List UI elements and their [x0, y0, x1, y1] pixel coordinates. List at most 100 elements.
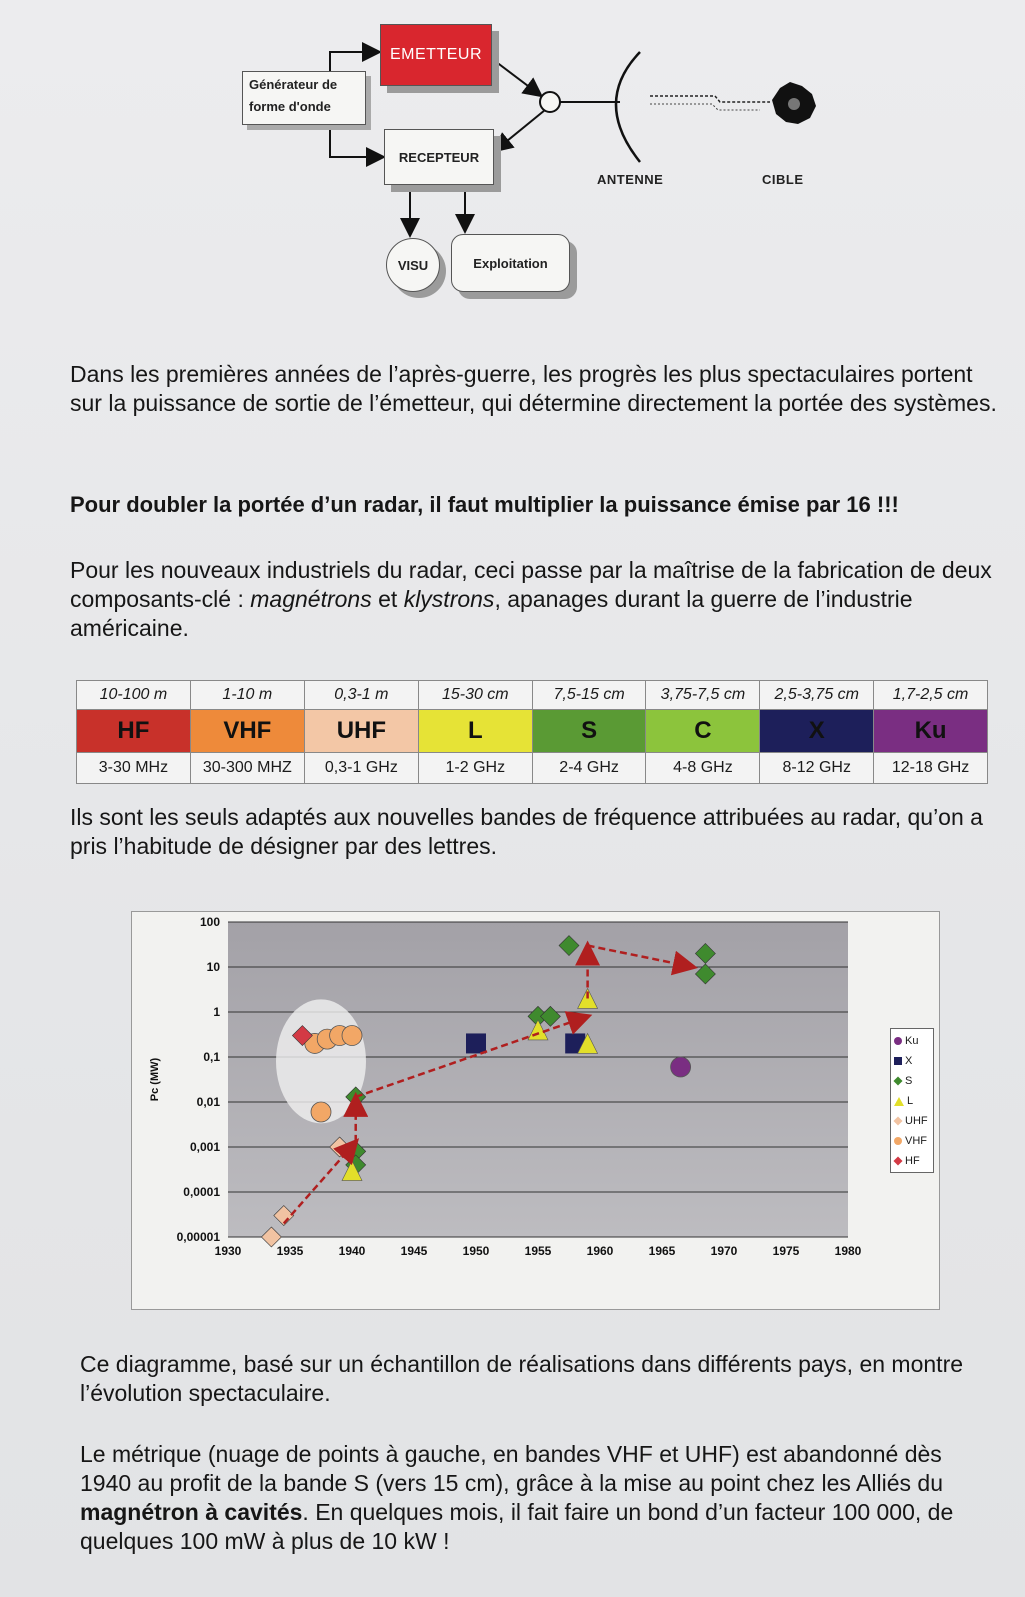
band-wavelength-cell: 7,5-15 cm: [531, 680, 647, 710]
y-tick-label: 1: [213, 1005, 220, 1019]
wave-line: [650, 95, 770, 103]
legend-swatch: [893, 1156, 903, 1166]
x-tick-label: 1940: [339, 1244, 366, 1258]
metric-text-a: Le métrique (nuage de points à gauche, e…: [80, 1441, 943, 1496]
exploitation-box: Exploitation: [451, 234, 570, 292]
x-tick-label: 1935: [277, 1244, 304, 1258]
band-wavelength-cell: 1-10 m: [189, 680, 305, 710]
visu-label: VISU: [397, 257, 429, 273]
visu-box: VISU: [386, 238, 440, 292]
recepteur-box: RECEPTEUR: [384, 129, 494, 185]
frequency-band-table: 10-100 m 1-10 m 0,3-1 m 15-30 cm 7,5-15 cm 3,…: [76, 680, 988, 784]
band-frequency-cell: 1-2 GHz: [417, 752, 533, 784]
legend-swatch: [894, 1037, 902, 1045]
legend-label: L: [907, 1095, 914, 1107]
magnetrons-word: magnétrons: [250, 586, 372, 612]
emetteur-box: EMETTEUR: [380, 24, 492, 86]
connector-emetteur-duplexer: [490, 57, 544, 98]
y-tick-label: 10: [207, 960, 221, 974]
x-tick-label: 1975: [773, 1244, 800, 1258]
legend-item: X: [894, 1051, 930, 1071]
legend-label: VHF: [905, 1135, 927, 1147]
band-letter-cell: S: [531, 709, 647, 753]
x-tick-label: 1960: [587, 1244, 614, 1258]
band-wavelength-cell: 15-30 cm: [417, 680, 533, 710]
point-s: [539, 1005, 561, 1027]
y-tick-label: 0,01: [197, 1095, 221, 1109]
band-letter-cell: X: [759, 709, 875, 753]
x-tick-label: 1945: [401, 1244, 428, 1258]
exploitation-label: Exploitation: [473, 255, 548, 271]
paragraph-diagram: Ce diagramme, basé sur un échantillon de…: [80, 1351, 964, 1406]
legend-swatch: [893, 1076, 903, 1086]
block-diagram-connectors: [329, 42, 816, 238]
band-letter-cell: C: [645, 709, 761, 753]
legend-item: S: [893, 1071, 930, 1091]
y-axis-label: Pc (MW): [149, 1057, 161, 1101]
legend-item: VHF: [894, 1131, 930, 1151]
generateur-label-line2: forme d'onde: [249, 99, 331, 114]
legend-item: Ku: [894, 1031, 930, 1051]
legend-label: X: [905, 1055, 913, 1067]
band-letter-cell: UHF: [303, 709, 419, 753]
band-wavelength-cell: 2,5-3,75 cm: [759, 680, 875, 710]
components-text-a: Pour les nouveaux industriels du radar, …: [70, 557, 992, 612]
band-row-letter: HF VHF UHF L S C X Ku: [76, 709, 988, 753]
trend-arrow: [282, 1138, 360, 1225]
legend-item: HF: [893, 1151, 930, 1171]
legend-label: Ku: [905, 1035, 919, 1047]
y-tick-label: 0,00001: [177, 1230, 221, 1244]
legend-swatch: [894, 1057, 902, 1065]
legend-label: S: [905, 1075, 913, 1087]
recepteur-label: RECEPTEUR: [398, 149, 480, 165]
point-hf: [291, 1025, 313, 1046]
x-tick-label: 1930: [215, 1244, 242, 1258]
x-tick-label: 1970: [711, 1244, 738, 1258]
band-frequency-cell: 4-8 GHz: [645, 752, 761, 784]
y-tick-label: 0,001: [190, 1140, 220, 1154]
generateur-label-line1: Générateur de: [249, 77, 338, 92]
cible-label: CIBLE: [762, 172, 804, 187]
point-l: [577, 987, 599, 1009]
band-wavelength-cell: 3,75-7,5 cm: [645, 680, 761, 710]
legend-label: UHF: [905, 1115, 928, 1127]
x-tick-label: 1980: [835, 1244, 862, 1258]
chart-frame: 100 10 1 0,1 0,01 0,001 0,0001 0,00001 1930 1935 1…: [131, 911, 940, 1310]
point-uhf: [260, 1226, 282, 1248]
band-wavelength-cell: 10-100 m: [76, 680, 191, 710]
connector-duplexer-recepteur: [492, 109, 546, 153]
band-frequency-cell: 0,3-1 GHz: [303, 752, 419, 784]
point-vhf: [341, 1025, 363, 1046]
legend-swatch: [893, 1116, 903, 1126]
band-frequency-cell: 30-300 MHZ: [189, 752, 305, 784]
x-tick-label: 1955: [525, 1244, 552, 1258]
duplexer-circle: [539, 91, 561, 113]
band-wavelength-cell: 0,3-1 m: [303, 680, 419, 710]
y-tick-label: 100: [200, 915, 220, 929]
antenne-label: ANTENNE: [597, 172, 664, 187]
point-ku: [670, 1056, 691, 1078]
point-s: [694, 943, 716, 964]
paragraph-components: Pour les nouveaux industriels du radar, …: [70, 556, 1000, 643]
legend-swatch: [894, 1096, 904, 1106]
generateur-box: Générateur de forme d'onde: [242, 71, 366, 125]
y-tick-label: 0,0001: [183, 1185, 220, 1199]
paragraph-intro: Dans les premières années de l’après-gue…: [70, 361, 997, 416]
x-tick-label: 1965: [649, 1244, 676, 1258]
band-frequency-cell: 8-12 GHz: [759, 752, 875, 784]
band-letter-cell: Ku: [873, 709, 988, 753]
magnetron-cavites-word: magnétron à cavités: [80, 1499, 303, 1525]
metric-text-c: . En quelques mois, il fait faire un bon…: [80, 1499, 954, 1554]
legend-item: UHF: [893, 1111, 930, 1131]
trend-arrow: [587, 944, 698, 976]
legend-swatch: [894, 1137, 902, 1145]
emetteur-label: EMETTEUR: [390, 46, 482, 63]
point-x: [466, 1033, 486, 1054]
point-l: [577, 1032, 599, 1054]
band-frequency-cell: 2-4 GHz: [531, 752, 647, 784]
band-row-frequency: 3-30 MHz 30-300 MHZ 0,3-1 GHz 1-2 GHz 2-4 GH…: [76, 752, 988, 784]
y-tick-label: 0,1: [203, 1050, 220, 1064]
band-wavelength-cell: 1,7-2,5 cm: [873, 680, 988, 710]
point-s: [694, 963, 716, 985]
